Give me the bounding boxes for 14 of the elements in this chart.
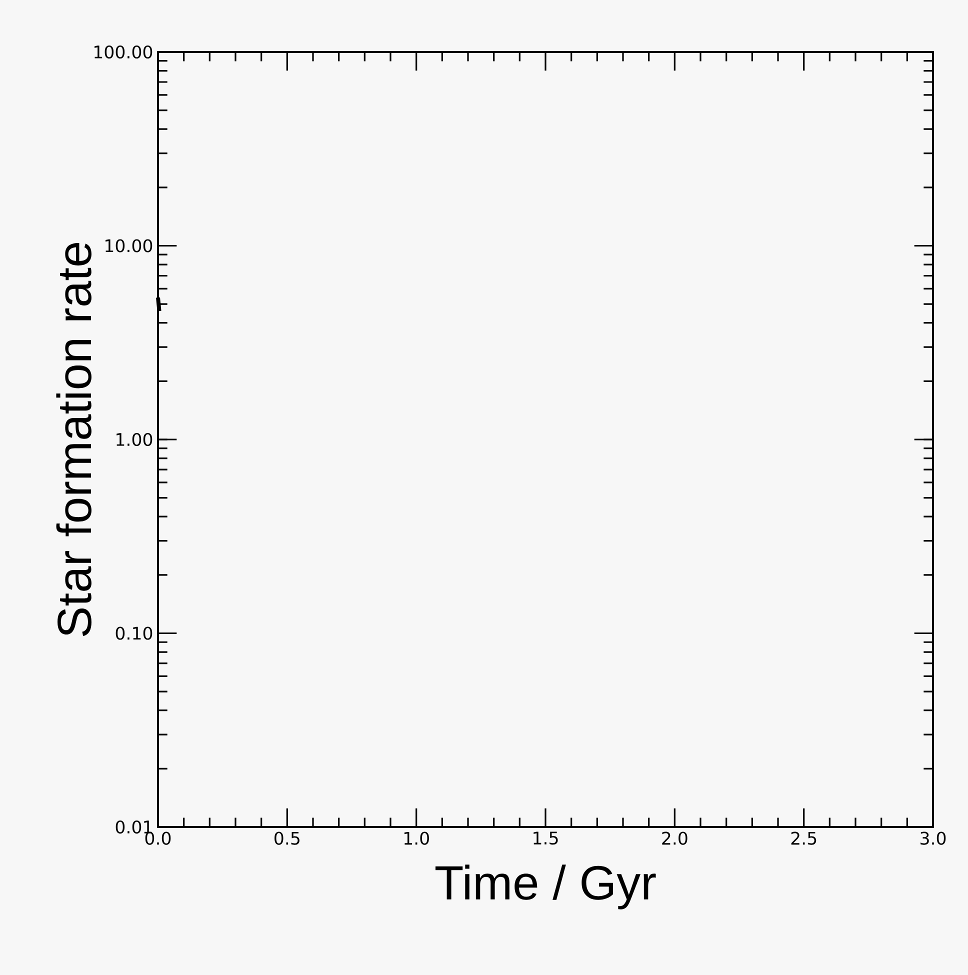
x-axis-title: Time / Gyr xyxy=(435,864,656,910)
y-tick-label: 1.00 xyxy=(116,432,152,446)
y-tick-label: 0.01 xyxy=(116,820,152,834)
x-tick-label: 1.5 xyxy=(534,832,558,845)
x-tick-label: 3.0 xyxy=(920,832,946,845)
y-tick-label: 100.00 xyxy=(94,45,152,59)
x-tick-label: 0.5 xyxy=(274,832,300,845)
y-tick-label: 10.00 xyxy=(106,239,152,252)
y-axis-title: Star formation rate xyxy=(56,242,92,636)
y-tick-label: 0.10 xyxy=(116,626,152,640)
x-tick-label: 2.0 xyxy=(662,832,688,845)
x-tick-label: 2.5 xyxy=(791,832,816,845)
x-tick-label: 0.0 xyxy=(145,832,171,845)
x-tick-label: 1.0 xyxy=(404,832,429,845)
